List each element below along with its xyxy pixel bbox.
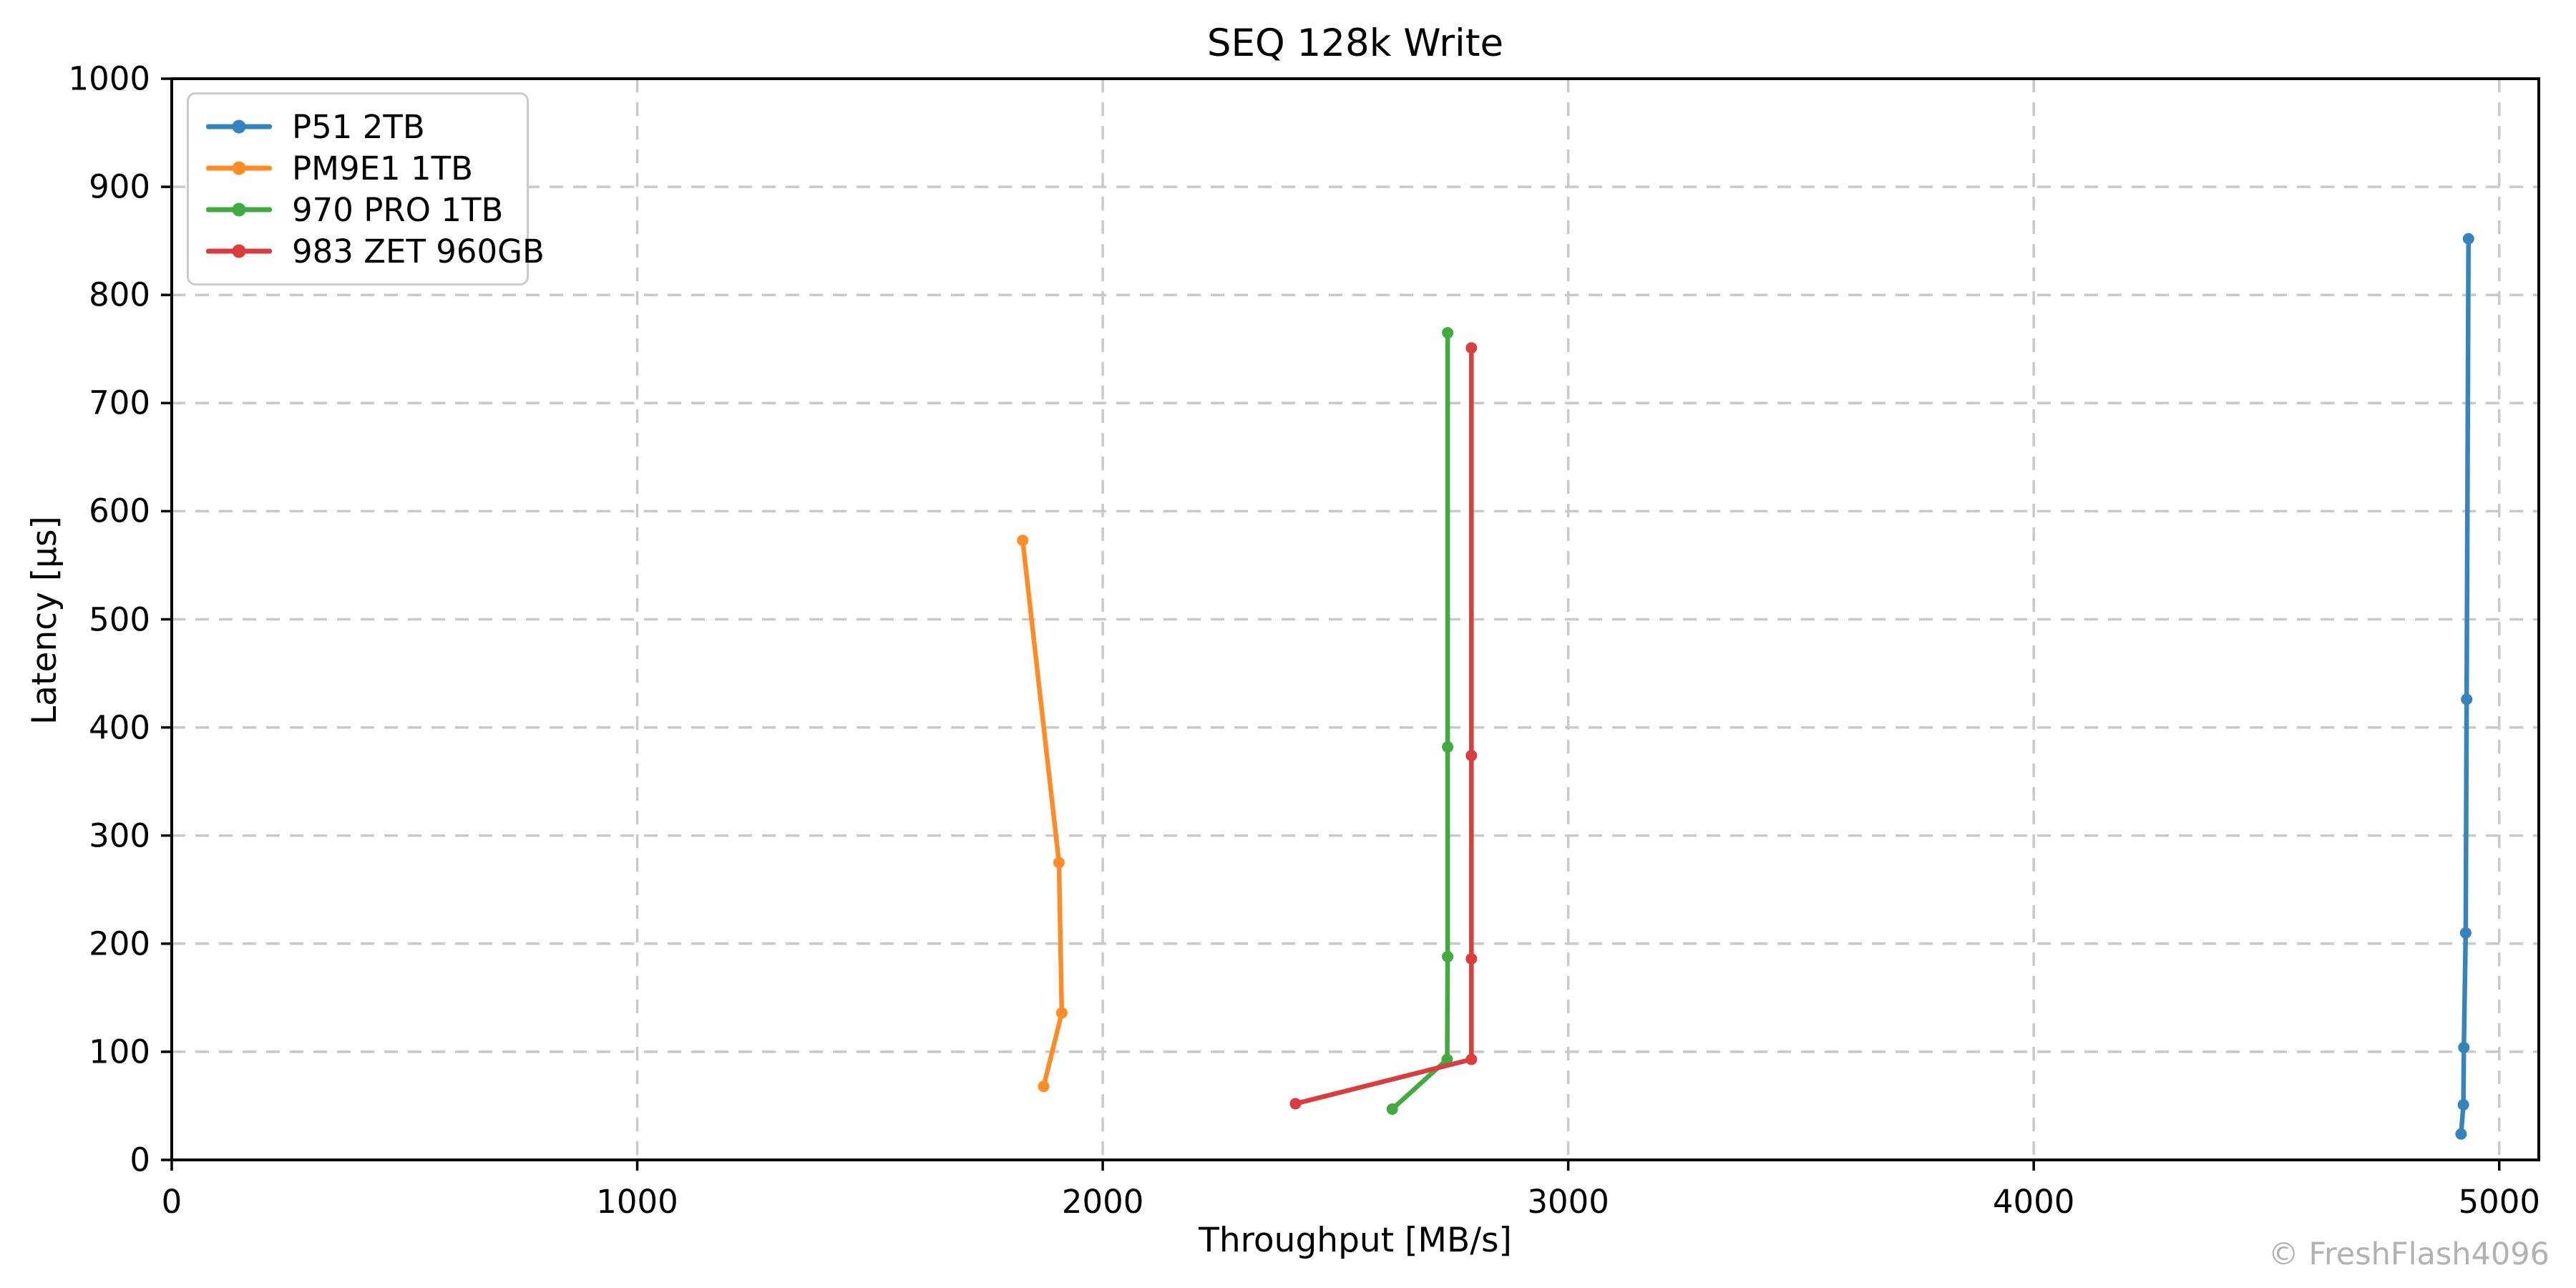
series-marker (1289, 1098, 1302, 1110)
series-line (1020, 537, 1065, 1089)
legend-item: 970 PRO 1TB (206, 189, 509, 230)
y-tick-label: 400 (89, 708, 150, 747)
legend-label: 983 ZET 960GB (292, 232, 545, 270)
series-marker (1053, 857, 1065, 869)
x-tick-label: 5000 (2458, 1183, 2540, 1221)
y-tick-label: 1000 (68, 59, 150, 98)
legend-line-icon (206, 244, 272, 258)
y-tick-label: 800 (89, 275, 150, 314)
y-tick-label: 900 (89, 167, 150, 206)
series-line (1293, 345, 1474, 1106)
series-marker (1442, 327, 1454, 339)
x-axis-label: Throughput [MB/s] (1199, 1221, 1512, 1260)
y-tick-label: 500 (89, 600, 150, 638)
watermark: © FreshFlash4096 (2268, 1236, 2550, 1272)
series-marker (1465, 749, 1478, 761)
series-marker (2455, 1128, 2467, 1140)
x-tick-label: 0 (161, 1183, 182, 1221)
legend-label: PM9E1 1TB (292, 149, 473, 187)
series-marker (2458, 1041, 2470, 1053)
legend-item: P51 2TB (206, 106, 509, 147)
legend-line-icon (206, 161, 272, 175)
legend-line-icon (206, 203, 272, 217)
series-marker (2461, 693, 2473, 706)
y-tick-label: 300 (89, 816, 150, 855)
series-line (2459, 236, 2472, 1136)
y-tick-label: 600 (89, 492, 150, 530)
series-marker (1465, 1053, 1478, 1065)
x-tick-label: 2000 (1061, 1183, 1144, 1221)
legend-item: PM9E1 1TB (206, 147, 509, 189)
legend-label: P51 2TB (292, 107, 425, 146)
legend-item: 983 ZET 960GB (206, 230, 545, 272)
legend-line-icon (206, 119, 272, 134)
series-marker (1465, 342, 1478, 354)
series-marker (1465, 952, 1478, 965)
y-tick-label: 200 (89, 924, 150, 963)
series-marker (2459, 927, 2472, 939)
series-marker (2457, 1098, 2469, 1111)
series-marker (2462, 233, 2474, 245)
y-tick-label: 100 (89, 1033, 150, 1071)
x-tick-label: 3000 (1527, 1183, 1609, 1221)
series-marker (1386, 1103, 1398, 1115)
series-marker (1055, 1007, 1068, 1019)
series-marker (1038, 1080, 1050, 1093)
legend-label: 970 PRO 1TB (292, 190, 504, 229)
y-axis-label: Latency [µs] (25, 516, 64, 725)
series-marker (1017, 535, 1029, 547)
legend: P51 2TB PM9E1 1TB 970 PRO 1TB 983 ZET 960GB (187, 92, 545, 286)
y-tick-label: 0 (130, 1141, 150, 1179)
x-tick-label: 4000 (1992, 1183, 2075, 1221)
series-marker (1441, 1053, 1453, 1065)
series-marker (1442, 950, 1454, 962)
series-marker (1442, 741, 1454, 753)
chart-title: SEQ 128k Write (1206, 21, 1504, 65)
series-line (1390, 330, 1450, 1112)
y-tick-label: 700 (89, 384, 150, 422)
x-tick-label: 1000 (596, 1183, 678, 1221)
